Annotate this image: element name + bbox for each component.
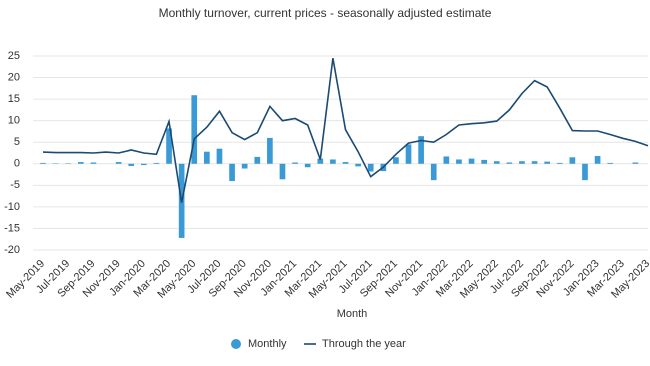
bar: [632, 162, 639, 164]
bar: [519, 161, 525, 164]
bar: [229, 163, 235, 182]
bar: [443, 156, 450, 164]
bar: [582, 163, 588, 181]
bar: [241, 163, 248, 169]
bar: [115, 162, 122, 164]
y-tick-label: 25: [8, 50, 20, 62]
bar: [279, 163, 286, 180]
y-tick-label: -20: [4, 244, 20, 256]
y-tick-label: 20: [8, 71, 20, 83]
chart-title: Monthly turnover, current prices - seaso…: [159, 6, 492, 20]
bar: [342, 162, 349, 164]
bar: [191, 95, 198, 164]
y-tick-label: -5: [10, 179, 20, 191]
bar: [468, 158, 475, 164]
bar: [153, 162, 160, 164]
bar: [292, 162, 298, 164]
bar: [418, 136, 424, 164]
bar: [166, 128, 172, 164]
bar: [544, 161, 551, 164]
bar: [128, 163, 135, 166]
line: [42, 58, 649, 203]
bar: [556, 162, 563, 164]
bar: [90, 162, 97, 164]
bar: [493, 161, 500, 164]
bar: [317, 158, 324, 164]
bar: [569, 157, 576, 164]
y-tick-label: 15: [8, 93, 20, 105]
bar: [367, 163, 374, 172]
bar: [405, 144, 412, 164]
bar: [531, 161, 538, 164]
bar: [430, 163, 437, 181]
y-tick-label: 10: [8, 115, 20, 127]
bar: [216, 148, 223, 164]
legend-label: Through the year: [322, 338, 406, 350]
bar: [506, 162, 513, 164]
bar: [40, 162, 46, 164]
bar: [267, 137, 273, 164]
bar: [607, 162, 614, 164]
y-tick-label: -15: [4, 222, 20, 234]
bar: [594, 156, 601, 164]
x-axis-title: Month: [337, 308, 368, 320]
bar: [481, 159, 487, 164]
y-tick-label: 5: [14, 136, 20, 148]
legend-marker: [231, 339, 241, 349]
bar: [254, 156, 261, 164]
legend-label: Monthly: [248, 338, 287, 350]
bar: [355, 163, 361, 167]
bar: [304, 163, 311, 168]
bar: [393, 157, 399, 164]
bar: [330, 159, 336, 164]
y-tick-label: -10: [4, 201, 20, 213]
y-tick-label: 0: [14, 158, 20, 170]
bar: [77, 162, 84, 164]
bar: [204, 151, 210, 164]
bar: [456, 159, 462, 164]
bar: [140, 163, 147, 166]
